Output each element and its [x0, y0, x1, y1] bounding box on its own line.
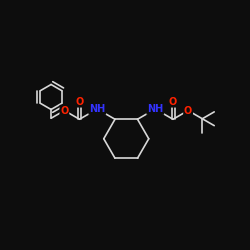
Text: NH: NH [147, 104, 164, 114]
Text: NH: NH [89, 104, 105, 114]
Text: O: O [184, 106, 192, 116]
Text: O: O [75, 97, 84, 107]
Text: O: O [169, 97, 177, 107]
Text: O: O [60, 106, 68, 116]
